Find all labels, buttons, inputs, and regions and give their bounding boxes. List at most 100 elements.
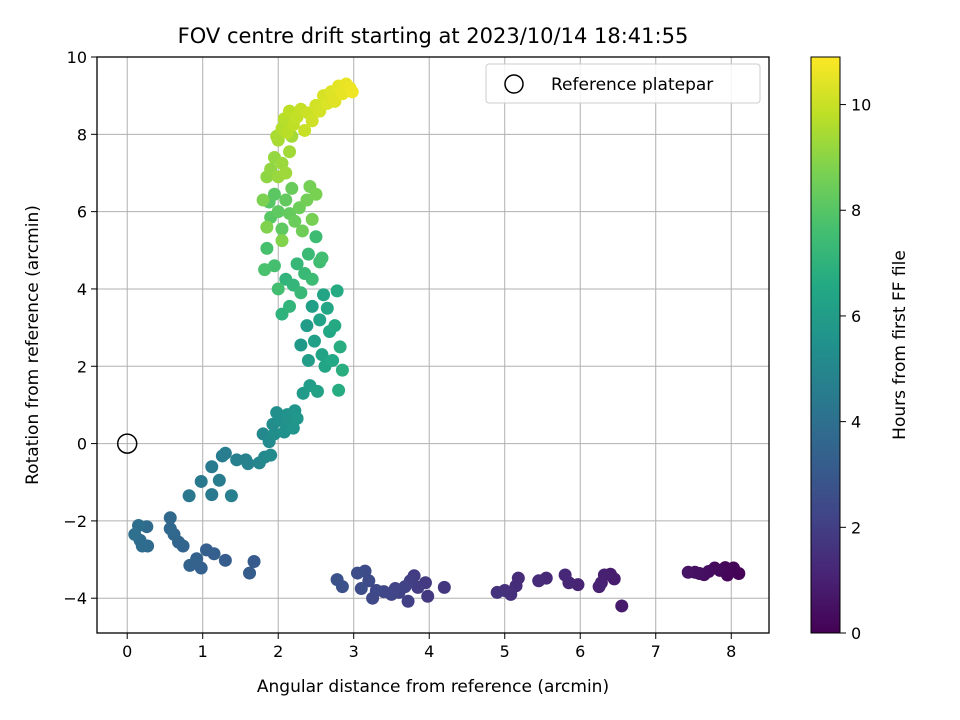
x-tick-label: 6 [575, 642, 585, 661]
data-point [300, 319, 314, 333]
data-point [288, 214, 302, 228]
data-point [330, 573, 344, 587]
colorbar-gradient [810, 56, 841, 634]
data-point [182, 489, 196, 503]
x-axis-label: Angular distance from reference (arcmin) [257, 677, 609, 697]
data-point [307, 334, 321, 348]
data-point [301, 247, 315, 261]
plot-frame [96, 56, 770, 634]
y-tick-label: 0 [77, 435, 87, 454]
data-point [681, 565, 695, 579]
colorbar-tick-label: 8 [851, 201, 861, 220]
data-point [315, 251, 329, 265]
data-points [128, 77, 746, 613]
legend: Reference platepar [485, 63, 761, 104]
data-point [264, 448, 278, 462]
y-axis-label: Rotation from reference (arcmin) [23, 205, 43, 485]
legend-box [485, 63, 761, 104]
data-point [199, 543, 213, 557]
data-point [298, 123, 312, 137]
y-tick-label: 10 [67, 48, 87, 67]
x-tick-label: 3 [349, 642, 359, 661]
x-tick-label: 7 [651, 642, 661, 661]
y-tick-label: 6 [77, 203, 87, 222]
data-point [230, 453, 244, 467]
data-point [290, 411, 304, 425]
x-tick-label: 5 [500, 642, 510, 661]
data-point [218, 446, 232, 460]
data-point [247, 554, 261, 568]
data-point [267, 259, 281, 273]
x-tick-label: 8 [726, 642, 736, 661]
data-point [128, 527, 142, 541]
data-point [267, 187, 281, 201]
x-tick-label: 1 [198, 642, 208, 661]
chart-title: FOV centre drift starting at 2023/10/14 … [178, 24, 689, 48]
data-point [317, 288, 331, 302]
data-point [490, 585, 504, 599]
data-point [271, 205, 285, 219]
data-point [285, 181, 299, 195]
data-point [421, 589, 435, 603]
data-point [258, 263, 272, 277]
data-point [305, 212, 319, 226]
data-point [294, 338, 308, 352]
data-point [437, 580, 451, 594]
colorbar-tick-label: 2 [851, 518, 861, 537]
y-tick-label: −4 [63, 589, 87, 608]
data-point [615, 599, 629, 613]
data-point [275, 234, 289, 248]
reference-point [116, 433, 138, 454]
data-point [309, 187, 323, 201]
data-point [345, 85, 359, 99]
colorbar-tick-label: 0 [851, 624, 861, 643]
x-tick-label: 0 [122, 642, 132, 661]
x-axis-ticks: 0 1 2 3 4 5 6 7 8 [122, 633, 736, 661]
data-point [592, 580, 606, 594]
data-point [205, 488, 219, 502]
colorbar: 0 2 4 6 8 10 Hours from first FF file [810, 56, 910, 643]
data-point [335, 363, 349, 377]
data-point [260, 220, 274, 234]
data-point [163, 522, 177, 536]
data-point [315, 348, 329, 362]
data-point [558, 568, 572, 582]
y-tick-label: −2 [63, 512, 87, 531]
data-point [283, 299, 297, 313]
data-point [194, 474, 208, 488]
legend-reference-marker [504, 74, 524, 94]
data-point [243, 566, 257, 580]
data-point [532, 574, 546, 588]
data-point [224, 489, 238, 503]
data-point [401, 594, 415, 608]
data-point [320, 301, 334, 315]
colorbar-tick-label: 6 [851, 307, 861, 326]
data-point [256, 193, 270, 207]
data-point [301, 353, 315, 367]
y-tick-label: 8 [77, 125, 87, 144]
data-point [354, 582, 368, 596]
data-point [333, 340, 347, 354]
colorbar-tick-label: 4 [851, 413, 861, 432]
data-point [241, 457, 255, 471]
data-point [283, 145, 297, 159]
data-point [310, 384, 324, 398]
data-point [163, 511, 177, 525]
data-point [260, 241, 274, 255]
data-point [279, 193, 293, 207]
data-point [326, 353, 340, 367]
data-point [275, 222, 289, 236]
data-point [294, 286, 308, 300]
data-point [279, 166, 293, 180]
colorbar-label: Hours from first FF file [890, 250, 910, 440]
reference-marker [116, 433, 138, 454]
data-point [328, 319, 342, 333]
data-point [350, 566, 364, 580]
grid-lines [97, 56, 769, 633]
data-point [309, 230, 323, 244]
y-tick-label: 4 [77, 280, 87, 299]
data-point [212, 473, 226, 487]
colorbar-ticks: 0 2 4 6 8 10 [840, 96, 871, 643]
colorbar-tick-label: 10 [851, 96, 871, 115]
